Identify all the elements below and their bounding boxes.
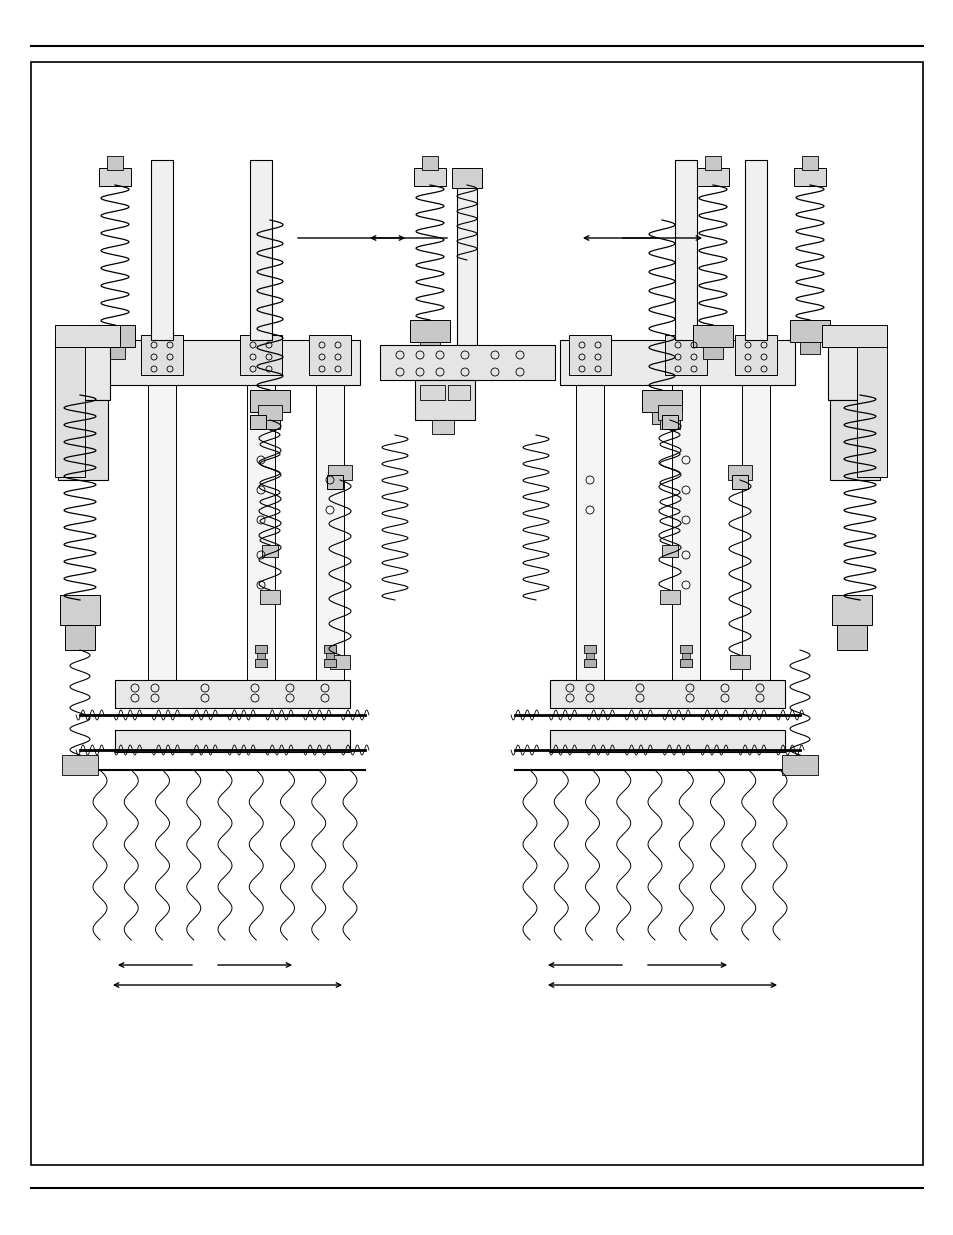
Bar [55, 347, 85, 477]
Bar [692, 325, 732, 347]
Bar [583, 645, 596, 653]
Bar [741, 340, 769, 680]
Bar [95, 325, 135, 347]
Bar [704, 156, 720, 170]
Bar [550, 680, 784, 708]
Bar [148, 340, 175, 680]
Bar [641, 390, 681, 412]
Bar [115, 730, 350, 752]
Bar [250, 390, 290, 412]
Bar [702, 347, 722, 359]
Bar [801, 156, 817, 170]
Bar [781, 755, 817, 776]
Bar [410, 320, 450, 342]
Bar [309, 335, 351, 375]
Bar [99, 168, 131, 186]
Bar [697, 168, 728, 186]
Bar [585, 653, 594, 659]
Bar [107, 156, 123, 170]
Bar [90, 340, 359, 385]
Bar [856, 347, 886, 477]
Bar [664, 335, 706, 375]
Bar [559, 340, 794, 385]
Bar [583, 659, 596, 667]
Bar [661, 545, 678, 557]
Bar [414, 168, 446, 186]
Bar [821, 325, 886, 347]
Bar [260, 415, 280, 429]
Bar [659, 415, 679, 429]
Bar [327, 475, 343, 489]
Bar [675, 161, 697, 340]
Bar [141, 335, 183, 375]
Bar [254, 659, 267, 667]
Bar [254, 645, 267, 653]
Bar [659, 590, 679, 604]
Bar [315, 340, 344, 680]
Bar [55, 325, 120, 347]
Bar [250, 415, 266, 429]
Bar [827, 340, 882, 400]
Bar [456, 170, 476, 380]
Bar [419, 385, 444, 400]
Bar [658, 405, 681, 420]
Bar [250, 161, 272, 340]
Bar [30, 62, 923, 1165]
Bar [671, 340, 700, 680]
Bar [240, 335, 282, 375]
Bar [681, 653, 689, 659]
Bar [326, 653, 334, 659]
Bar [448, 385, 470, 400]
Bar [836, 625, 866, 650]
Bar [679, 645, 691, 653]
Bar [256, 653, 265, 659]
Bar [260, 412, 280, 424]
Bar [831, 595, 871, 625]
Bar [60, 595, 100, 625]
Bar [415, 380, 475, 420]
Bar [328, 466, 352, 480]
Bar [800, 342, 820, 354]
Bar [260, 590, 280, 604]
Bar [324, 659, 335, 667]
Bar [731, 475, 747, 489]
Bar [576, 340, 603, 680]
Bar [151, 161, 172, 340]
Bar [379, 345, 555, 380]
Bar [432, 420, 454, 433]
Bar [58, 400, 108, 480]
Bar [651, 412, 671, 424]
Bar [550, 730, 784, 752]
Bar [247, 340, 274, 680]
Bar [115, 680, 350, 708]
Bar [105, 347, 125, 359]
Bar [727, 466, 751, 480]
Bar [734, 335, 776, 375]
Bar [829, 400, 879, 480]
Bar [452, 168, 481, 188]
Bar [789, 320, 829, 342]
Bar [65, 625, 95, 650]
Bar [679, 659, 691, 667]
Bar [257, 405, 282, 420]
Bar [55, 340, 110, 400]
Bar [661, 415, 678, 429]
Bar [568, 335, 610, 375]
Bar [330, 655, 350, 669]
Bar [62, 755, 98, 776]
Bar [324, 645, 335, 653]
Bar [421, 156, 437, 170]
Bar [729, 655, 749, 669]
Bar [793, 168, 825, 186]
Bar [744, 161, 766, 340]
Bar [419, 342, 439, 354]
Bar [262, 545, 277, 557]
